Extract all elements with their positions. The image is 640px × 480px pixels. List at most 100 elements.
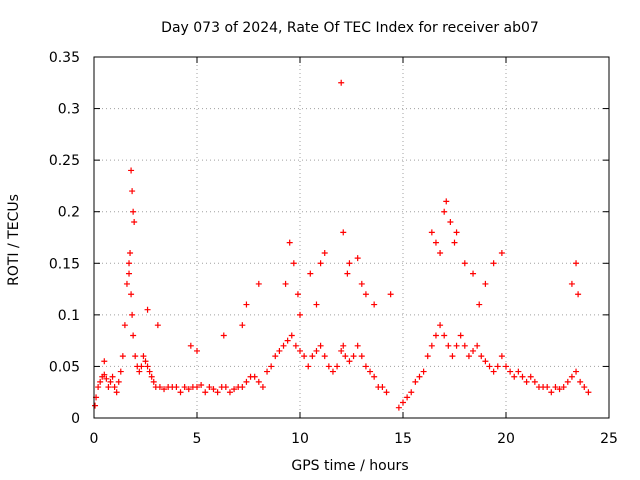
data-point [482,280,489,287]
data-point [428,342,435,349]
y-tick-label: 0.05 [49,359,80,375]
data-point [371,301,378,308]
plot-frame [93,56,610,419]
data-point [307,270,314,277]
data-point [136,368,143,375]
data-point [140,353,147,360]
data-point [113,389,120,396]
data-point [129,311,136,318]
data-point [222,384,229,391]
data-point [161,386,168,393]
data-point [342,353,349,360]
data-point [202,389,209,396]
data-point [329,368,336,375]
data-point [286,239,293,246]
data-point [457,332,464,339]
data-point [346,358,353,365]
data-point [556,386,563,393]
data-point [552,384,559,391]
data-point [97,378,104,385]
data-point [527,373,534,380]
data-point [272,353,279,360]
x-tick-label: 25 [600,431,618,447]
data-point [400,399,406,406]
data-point [519,373,526,380]
data-point [132,353,139,360]
data-point [173,384,180,391]
data-point [280,342,287,349]
x-tick-label: 15 [394,431,412,447]
data-point [568,373,575,380]
data-point [449,353,456,360]
data-point [243,378,250,385]
data-point [297,311,303,318]
data-point [313,301,320,308]
data-point [226,389,233,396]
data-point [127,249,134,256]
data-point [437,322,444,329]
data-point [123,280,130,287]
y-tick-label: 0.25 [49,153,80,169]
data-point [451,239,458,246]
x-tick-label: 0 [90,431,99,447]
data-point [573,260,580,267]
data-point [412,378,419,385]
data-point [544,384,551,391]
data-point [511,373,518,380]
data-point [548,389,555,396]
y-tick-label: 0.3 [58,102,80,118]
data-point [231,386,238,393]
data-point [119,353,126,360]
data-point [92,402,99,409]
data-point [428,229,435,236]
data-point [490,368,497,375]
data-point [128,291,135,298]
data-point [581,384,588,391]
data-point [194,347,200,354]
data-point [130,208,137,215]
data-point [424,353,431,360]
data-point [154,322,161,329]
chart-grid [94,57,609,418]
data-point [531,378,538,385]
data-point [338,79,345,86]
data-point [111,384,118,391]
data-point [432,239,439,246]
data-point [148,373,155,380]
data-point [129,188,136,195]
data-point [371,373,378,380]
x-tick-label: 5 [193,431,202,447]
data-point [239,384,246,391]
data-point [453,342,460,349]
y-tick-label: 0.35 [49,50,80,66]
data-point [445,342,452,349]
data-point [131,219,138,226]
data-point [564,378,571,385]
data-point [503,363,509,370]
data-point [416,373,423,380]
data-point [577,378,584,385]
data-point [317,342,324,349]
data-point [573,368,580,375]
data-point [408,389,415,396]
data-point [264,368,271,375]
data-point [282,280,289,287]
data-point [470,347,477,354]
data-point [476,301,483,308]
data-point [494,363,501,370]
data-point [144,363,151,370]
data-point [465,353,472,360]
data-point [276,347,283,354]
data-point [95,384,102,391]
data-point [138,363,145,370]
data-point [486,363,493,370]
data-point [354,255,361,262]
data-point [150,378,157,385]
data-point [117,368,124,375]
data-point [344,270,351,277]
data-point [292,342,299,349]
data-point [142,358,149,365]
data-point [568,280,575,287]
y-tick-label: 0.15 [49,256,80,272]
